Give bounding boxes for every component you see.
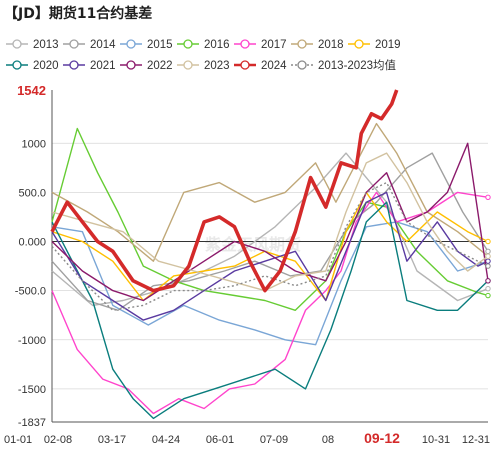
legend-marker-2021 — [69, 60, 79, 70]
legend-marker-2022 — [126, 60, 136, 70]
legend-label-2017: 2017 — [261, 39, 287, 51]
legend-label-2021: 2021 — [90, 60, 116, 72]
series-line-2013-2023均值 — [51, 181, 489, 311]
legend-label-2013-2023均值: 2013-2023均值 — [318, 59, 396, 72]
legend-marker-2014 — [69, 39, 79, 49]
series-line-2023 — [51, 152, 489, 292]
chart-title: 【JD】期货11合约基差 — [4, 6, 153, 22]
legend-label-2013: 2013 — [33, 39, 59, 51]
series-end-point-2013-2023均值 — [485, 263, 491, 269]
series-end-point-2022 — [485, 278, 491, 284]
series-end-point-2021 — [485, 258, 491, 264]
x-tick-label: 07-09 — [260, 434, 288, 446]
x-tick-label-highlight: 09-12 — [364, 430, 400, 446]
y-tick-label: 500.0 — [18, 187, 46, 199]
series-line-2020 — [51, 201, 489, 420]
x-tick-label: 06-01 — [206, 434, 234, 446]
legend-marker-2018 — [297, 39, 307, 49]
x-tick-label: 03-17 — [98, 434, 126, 446]
x-tick-label: 12-31 — [462, 434, 490, 446]
legend-marker-2016 — [183, 39, 193, 49]
legend-label-2014: 2014 — [90, 39, 116, 51]
legend-label-2023: 2023 — [204, 60, 230, 72]
series-end-point-2013 — [485, 285, 491, 292]
legend-marker-2019 — [354, 39, 364, 49]
watermark-text: 紫金天风期货 — [205, 235, 301, 254]
series-end-point-2023 — [485, 253, 491, 259]
x-tick-label: 02-08 — [44, 434, 72, 446]
legend-label-2024: 2024 — [261, 60, 287, 72]
series-line-2019 — [51, 191, 489, 302]
legend-marker-2024 — [240, 60, 250, 70]
series-line-2016 — [51, 127, 489, 311]
legend-marker-2017 — [240, 39, 250, 49]
y-tick-label: -500.0 — [15, 286, 46, 298]
legend-label-2020: 2020 — [33, 60, 59, 72]
legend-label-2022: 2022 — [147, 60, 173, 72]
y-tick-label: -1837 — [18, 417, 46, 429]
series-line-2022 — [51, 142, 489, 302]
y-tick-label: 0.000 — [18, 237, 46, 249]
series-end-point-2019 — [485, 238, 491, 245]
legend-marker-2023 — [183, 60, 193, 70]
y-tick-label: -1500 — [18, 384, 46, 396]
legend-label-2016: 2016 — [204, 39, 230, 51]
series-line-2024 — [50, 89, 399, 293]
y-tick-label: 1000 — [22, 138, 46, 150]
series-end-point-2016 — [485, 292, 491, 299]
x-tick-label: 01-01 — [4, 434, 32, 446]
legend-marker-2015 — [126, 39, 136, 49]
legend-label-2015: 2015 — [147, 39, 173, 51]
y-tick-label-highlight: 1542 — [17, 83, 46, 98]
legend-marker-2020 — [12, 60, 22, 70]
y-tick-label: -1000 — [18, 335, 46, 347]
x-tick-label: 04-24 — [152, 434, 180, 446]
x-tick-label: 08 — [322, 434, 334, 446]
series-line-2013 — [51, 152, 489, 307]
series-line-2018 — [51, 122, 489, 262]
x-tick-label: 10-31 — [422, 434, 450, 446]
series-line-2014 — [51, 152, 489, 311]
series-line-2017 — [51, 191, 489, 415]
legend-marker-2013-2023均值 — [297, 60, 307, 70]
legend-label-2019: 2019 — [375, 39, 401, 51]
legend-label-2018: 2018 — [318, 39, 344, 51]
series-end-point-2014 — [485, 248, 491, 255]
legend-marker-2013 — [12, 39, 22, 49]
series-end-point-2017 — [485, 194, 491, 200]
